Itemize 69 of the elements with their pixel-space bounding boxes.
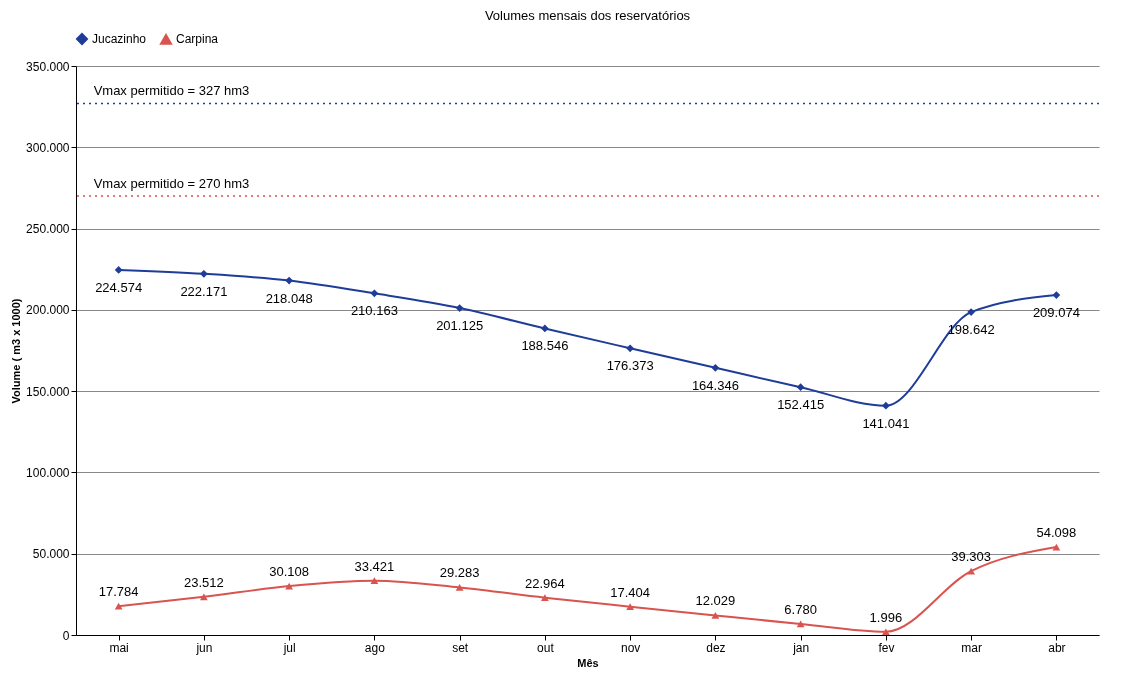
x-tick-label: set [452, 640, 469, 655]
data-label: 39.303 [951, 549, 992, 565]
point [796, 383, 805, 392]
point [882, 401, 890, 410]
data-label: 17.404 [610, 584, 651, 600]
y-tick-label: 250.000 [26, 222, 70, 237]
data-label: 29.283 [439, 565, 480, 581]
point [626, 603, 634, 611]
x-tick-label: dez [706, 640, 726, 655]
annotation: Vmax permitido = 270 hm3 [93, 176, 250, 192]
x-tick-label: out [537, 640, 555, 655]
y-tick-label: 100.000 [26, 465, 70, 480]
point [200, 593, 208, 601]
data-label: 23.512 [183, 574, 224, 590]
x-tick-label: jun [195, 640, 213, 655]
x-tick-label: ago [364, 640, 386, 655]
data-label: 6.780 [784, 601, 817, 617]
data-label: 222.171 [180, 283, 228, 299]
y-tick-label: 200.000 [26, 303, 70, 318]
point [626, 344, 634, 353]
data-label: 141.041 [862, 415, 910, 431]
x-axis-title: Mês [577, 656, 599, 669]
data-label: 22.964 [524, 575, 565, 591]
y-axis-title: Volume ( m3 x 1000) [10, 298, 23, 404]
data-label: 12.029 [695, 593, 736, 609]
data-label: 188.546 [521, 338, 569, 354]
y-tick-label: 0 [62, 628, 70, 643]
point [285, 276, 293, 285]
x-tick-label: jul [282, 640, 296, 655]
data-label: 164.346 [691, 377, 739, 393]
point [200, 269, 208, 278]
x-tick-label: mar [961, 640, 982, 655]
x-tick-label: jan [792, 640, 810, 655]
data-label: 224.574 [95, 279, 143, 295]
point [114, 266, 123, 274]
point [882, 628, 890, 636]
x-tick-label: mai [109, 640, 129, 655]
y-tick-label: 50.000 [32, 547, 70, 562]
point [541, 594, 549, 602]
point [1052, 291, 1061, 299]
data-label: 17.784 [98, 584, 139, 600]
point [455, 584, 464, 591]
x-tick-label: abr [1048, 640, 1066, 655]
data-label: 176.373 [606, 358, 654, 374]
point [711, 363, 720, 372]
data-label: 1.996 [869, 609, 903, 625]
annotation: Vmax permitido = 327 hm3 [93, 83, 250, 99]
data-label: 30.108 [269, 564, 310, 580]
point [455, 304, 464, 312]
point [541, 324, 549, 333]
chart-title: Volumes mensais dos reservatórios [484, 8, 691, 23]
data-label: 54.098 [1036, 525, 1077, 541]
point [370, 577, 379, 585]
data-label: 33.421 [354, 558, 395, 574]
data-label: 201.125 [436, 318, 484, 334]
point [370, 289, 379, 298]
data-label: 210.163 [350, 303, 398, 319]
data-label: 218.048 [265, 290, 313, 306]
x-tick-label: nov [620, 640, 641, 655]
point [711, 612, 720, 619]
data-label: 152.415 [777, 397, 825, 413]
legend-label: Carpina [176, 32, 219, 47]
point [967, 308, 975, 316]
y-tick-label: 150.000 [26, 384, 70, 399]
x-tick-label: fev [878, 640, 895, 655]
y-tick-label: 350.000 [26, 59, 70, 74]
data-label: 209.074 [1032, 305, 1080, 321]
y-tick-label: 300.000 [26, 140, 70, 155]
legend-label: Jucazinho [92, 32, 147, 46]
